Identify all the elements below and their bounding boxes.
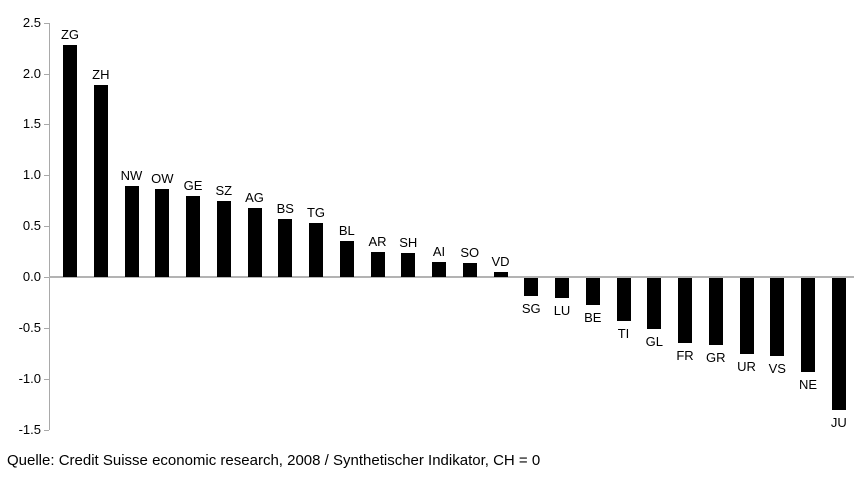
bar-tg (309, 223, 323, 277)
bar-nw (124, 186, 139, 277)
canton-label: ZG (60, 27, 80, 42)
y-axis-tick-label: 1.5 (22, 116, 41, 132)
bar-so (462, 263, 477, 277)
canton-label: TG (306, 205, 326, 220)
zero-baseline (49, 276, 854, 278)
y-axis-tick (44, 277, 49, 278)
canton-label: VS (768, 361, 786, 376)
canton-label: SO (460, 245, 480, 260)
y-axis-tick (44, 327, 49, 329)
y-axis-tick-label: -1.0 (18, 370, 41, 386)
canton-label: BE (584, 310, 602, 325)
bar-ar (370, 252, 385, 277)
canton-label: VD (491, 254, 510, 269)
bar-ur (739, 278, 754, 354)
bar-ge (186, 196, 200, 277)
bar-ne (801, 278, 815, 372)
canton-label: GE (183, 178, 203, 193)
bar-fr (678, 278, 692, 343)
y-axis-tick-label: 2.5 (22, 14, 41, 30)
bar-vs (770, 278, 785, 356)
y-axis-tick-label: -1.5 (18, 421, 41, 437)
canton-label: BL (338, 223, 355, 238)
bar-bl (339, 241, 354, 277)
canton-label: AG (245, 190, 264, 205)
bar-be (585, 278, 600, 305)
canton-label: OW (151, 171, 174, 186)
canton-label: BS (276, 201, 294, 216)
canton-label: TI (617, 326, 630, 341)
bar-sh (401, 253, 416, 277)
y-axis-tick (44, 175, 49, 177)
canton-label: FR (676, 348, 694, 363)
y-axis-tick (44, 124, 49, 126)
canton-label: NW (120, 168, 143, 183)
bar-ai (432, 262, 446, 277)
y-axis-tick-label: 0.0 (22, 269, 41, 284)
canton-label: SZ (215, 183, 233, 198)
bar-zg (63, 45, 77, 277)
bar-sz (216, 201, 231, 277)
bar-vd (493, 272, 508, 277)
bar-sg (524, 278, 539, 296)
y-axis-tick (44, 378, 49, 380)
canton-label: LU (553, 303, 571, 318)
canton-label: SG (521, 301, 541, 316)
bar-gr (708, 278, 723, 345)
bar-ow (155, 189, 170, 277)
canton-label: NE (798, 377, 818, 392)
y-axis-tick (44, 226, 49, 228)
bar-ti (616, 278, 631, 321)
y-axis-tick (44, 22, 49, 24)
source-caption: Quelle: Credit Suisse economic research,… (7, 452, 541, 469)
y-axis-tick (44, 73, 49, 75)
canton-label: SH (399, 235, 418, 250)
canton-label: ZH (92, 67, 110, 82)
y-axis-tick-label: 1.0 (22, 167, 41, 183)
bar-lu (555, 278, 569, 298)
y-axis-tick (44, 429, 49, 431)
canton-label: AR (368, 234, 387, 249)
y-axis-tick-label: 0.5 (22, 218, 41, 234)
bar-bs (278, 219, 293, 277)
canton-label: GR (706, 350, 726, 365)
bar-gl (647, 278, 662, 329)
canton-label: GL (645, 334, 663, 349)
canton-label: JU (830, 415, 847, 430)
y-axis-tick-label: 2.0 (22, 65, 41, 81)
bar-zh (93, 85, 108, 277)
bar-ag (247, 208, 262, 277)
y-axis-line (49, 22, 50, 430)
bar-ju (831, 278, 846, 410)
canton-label: AI (432, 244, 446, 259)
canton-label: UR (737, 359, 756, 374)
y-axis-tick-label: -0.5 (18, 319, 41, 335)
